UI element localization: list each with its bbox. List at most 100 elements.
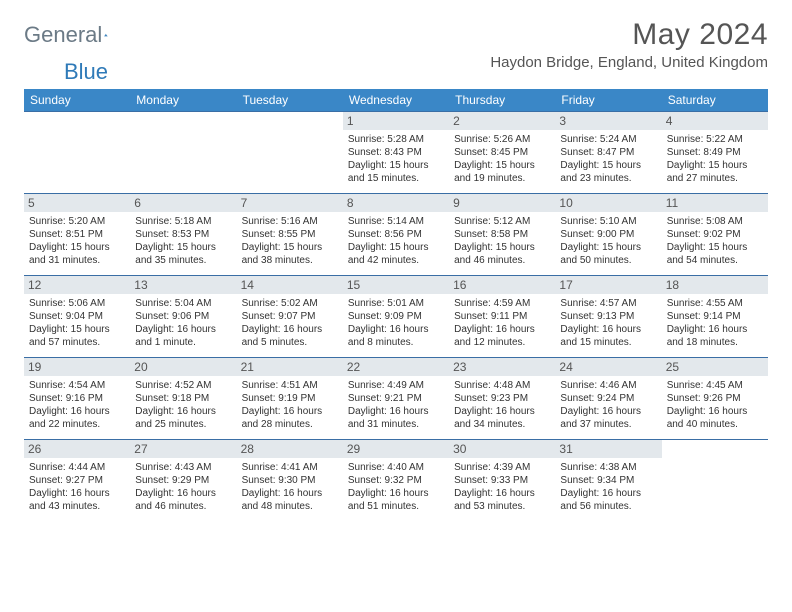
day-details: Sunrise: 5:16 AMSunset: 8:55 PMDaylight:… <box>242 215 338 267</box>
day-number: 3 <box>555 112 661 130</box>
calendar-page: General May 2024 Haydon Bridge, England,… <box>0 0 792 522</box>
day-details: Sunrise: 5:08 AMSunset: 9:02 PMDaylight:… <box>667 215 763 267</box>
calendar-cell: 5 Sunrise: 5:20 AMSunset: 8:51 PMDaylight… <box>24 194 130 276</box>
day-details: Sunrise: 4:38 AMSunset: 9:34 PMDaylight:… <box>560 461 656 513</box>
day-details: Sunrise: 4:52 AMSunset: 9:18 PMDaylight:… <box>135 379 231 431</box>
logo-word2: Blue <box>64 59 108 85</box>
day-number: 20 <box>130 358 236 376</box>
day-details: Sunrise: 5:10 AMSunset: 9:00 PMDaylight:… <box>560 215 656 267</box>
calendar-cell: 30Sunrise: 4:39 AMSunset: 9:33 PMDayligh… <box>449 440 555 522</box>
day-number: 23 <box>449 358 555 376</box>
day-number: 24 <box>555 358 661 376</box>
calendar-cell: 23Sunrise: 4:48 AMSunset: 9:23 PMDayligh… <box>449 358 555 440</box>
calendar-cell: 11 Sunrise: 5:08 AMSunset: 9:02 PMDayligh… <box>662 194 768 276</box>
day-details: Sunrise: 5:22 AMSunset: 8:49 PMDaylight:… <box>667 133 763 185</box>
day-number: 4 <box>662 112 768 130</box>
header-right: May 2024 Haydon Bridge, England, United … <box>490 18 768 71</box>
calendar-cell: 8 Sunrise: 5:14 AMSunset: 8:56 PMDaylight… <box>343 194 449 276</box>
day-details: Sunrise: 4:44 AMSunset: 9:27 PMDaylight:… <box>29 461 125 513</box>
day-details: Sunrise: 5:20 AMSunset: 8:51 PMDaylight:… <box>29 215 125 267</box>
calendar-cell: 10 Sunrise: 5:10 AMSunset: 9:00 PMDayligh… <box>555 194 661 276</box>
calendar-cell: 12Sunrise: 5:06 AMSunset: 9:04 PMDayligh… <box>24 276 130 358</box>
calendar-week: 12Sunrise: 5:06 AMSunset: 9:04 PMDayligh… <box>24 276 768 358</box>
day-number: 14 <box>237 276 343 294</box>
calendar-cell: 17 Sunrise: 4:57 AMSunset: 9:13 PMDayligh… <box>555 276 661 358</box>
day-details: Sunrise: 5:04 AMSunset: 9:06 PMDaylight:… <box>135 297 231 349</box>
day-number: 7 <box>237 194 343 212</box>
day-details: Sunrise: 4:59 AMSunset: 9:11 PMDaylight:… <box>454 297 550 349</box>
calendar-cell: 29 Sunrise: 4:40 AMSunset: 9:32 PMDayligh… <box>343 440 449 522</box>
day-number: 16 <box>449 276 555 294</box>
day-number: 22 <box>343 358 449 376</box>
dow-thursday: Thursday <box>449 89 555 112</box>
day-details: Sunrise: 5:24 AMSunset: 8:47 PMDaylight:… <box>560 133 656 185</box>
calendar-body: 1Sunrise: 5:28 AMSunset: 8:43 PMDaylight… <box>24 112 768 522</box>
day-details: Sunrise: 4:51 AMSunset: 9:19 PMDaylight:… <box>242 379 338 431</box>
dow-friday: Friday <box>555 89 661 112</box>
calendar-cell: 25 Sunrise: 4:45 AMSunset: 9:26 PMDayligh… <box>662 358 768 440</box>
calendar-cell: 26 Sunrise: 4:44 AMSunset: 9:27 PMDayligh… <box>24 440 130 522</box>
day-number: 8 <box>343 194 449 212</box>
day-number: 6 <box>130 194 236 212</box>
day-number: 30 <box>449 440 555 458</box>
calendar-week: 26 Sunrise: 4:44 AMSunset: 9:27 PMDayligh… <box>24 440 768 522</box>
calendar-cell: 7 Sunrise: 5:16 AMSunset: 8:55 PMDaylight… <box>237 194 343 276</box>
day-number: 18 <box>662 276 768 294</box>
calendar-cell <box>237 112 343 194</box>
logo-sail-icon <box>104 26 108 44</box>
calendar-cell: 9Sunrise: 5:12 AMSunset: 8:58 PMDaylight… <box>449 194 555 276</box>
day-number: 21 <box>237 358 343 376</box>
calendar-week: 5 Sunrise: 5:20 AMSunset: 8:51 PMDaylight… <box>24 194 768 276</box>
calendar-cell: 16 Sunrise: 4:59 AMSunset: 9:11 PMDayligh… <box>449 276 555 358</box>
day-number: 13 <box>130 276 236 294</box>
day-details: Sunrise: 4:45 AMSunset: 9:26 PMDaylight:… <box>667 379 763 431</box>
calendar-cell <box>24 112 130 194</box>
calendar-cell: 20 Sunrise: 4:52 AMSunset: 9:18 PMDayligh… <box>130 358 236 440</box>
calendar-cell: 31Sunrise: 4:38 AMSunset: 9:34 PMDayligh… <box>555 440 661 522</box>
day-number: 15 <box>343 276 449 294</box>
day-details: Sunrise: 5:06 AMSunset: 9:04 PMDaylight:… <box>29 297 125 349</box>
day-number: 25 <box>662 358 768 376</box>
dow-header: SundayMondayTuesdayWednesdayThursdayFrid… <box>24 89 768 112</box>
day-details: Sunrise: 5:01 AMSunset: 9:09 PMDaylight:… <box>348 297 444 349</box>
dow-monday: Monday <box>130 89 236 112</box>
day-details: Sunrise: 5:18 AMSunset: 8:53 PMDaylight:… <box>135 215 231 267</box>
calendar-cell: 15 Sunrise: 5:01 AMSunset: 9:09 PMDayligh… <box>343 276 449 358</box>
day-details: Sunrise: 4:46 AMSunset: 9:24 PMDaylight:… <box>560 379 656 431</box>
day-number: 28 <box>237 440 343 458</box>
day-details: Sunrise: 4:57 AMSunset: 9:13 PMDaylight:… <box>560 297 656 349</box>
calendar-cell: 27Sunrise: 4:43 AMSunset: 9:29 PMDayligh… <box>130 440 236 522</box>
month-title: May 2024 <box>490 18 768 52</box>
calendar-cell: 2Sunrise: 5:26 AMSunset: 8:45 PMDaylight… <box>449 112 555 194</box>
day-details: Sunrise: 4:55 AMSunset: 9:14 PMDaylight:… <box>667 297 763 349</box>
calendar-cell: 3 Sunrise: 5:24 AMSunset: 8:47 PMDaylight… <box>555 112 661 194</box>
calendar-cell: 4 Sunrise: 5:22 AMSunset: 8:49 PMDaylight… <box>662 112 768 194</box>
day-number: 11 <box>662 194 768 212</box>
dow-wednesday: Wednesday <box>343 89 449 112</box>
logo: General <box>24 22 128 48</box>
day-number: 26 <box>24 440 130 458</box>
calendar-cell: 28 Sunrise: 4:41 AMSunset: 9:30 PMDayligh… <box>237 440 343 522</box>
calendar-cell: 1Sunrise: 5:28 AMSunset: 8:43 PMDaylight… <box>343 112 449 194</box>
day-details: Sunrise: 4:43 AMSunset: 9:29 PMDaylight:… <box>135 461 231 513</box>
day-number: 1 <box>343 112 449 130</box>
calendar-cell: 14 Sunrise: 5:02 AMSunset: 9:07 PMDayligh… <box>237 276 343 358</box>
day-details: Sunrise: 4:40 AMSunset: 9:32 PMDaylight:… <box>348 461 444 513</box>
calendar-cell: 18 Sunrise: 4:55 AMSunset: 9:14 PMDayligh… <box>662 276 768 358</box>
day-number: 19 <box>24 358 130 376</box>
calendar-week: 1Sunrise: 5:28 AMSunset: 8:43 PMDaylight… <box>24 112 768 194</box>
day-number: 2 <box>449 112 555 130</box>
calendar-cell: 6 Sunrise: 5:18 AMSunset: 8:53 PMDaylight… <box>130 194 236 276</box>
calendar-week: 19Sunrise: 4:54 AMSunset: 9:16 PMDayligh… <box>24 358 768 440</box>
day-details: Sunrise: 5:02 AMSunset: 9:07 PMDaylight:… <box>242 297 338 349</box>
calendar-cell: 22Sunrise: 4:49 AMSunset: 9:21 PMDayligh… <box>343 358 449 440</box>
dow-saturday: Saturday <box>662 89 768 112</box>
day-details: Sunrise: 4:41 AMSunset: 9:30 PMDaylight:… <box>242 461 338 513</box>
day-number: 10 <box>555 194 661 212</box>
day-number: 17 <box>555 276 661 294</box>
day-number: 29 <box>343 440 449 458</box>
day-details: Sunrise: 5:14 AMSunset: 8:56 PMDaylight:… <box>348 215 444 267</box>
calendar-cell: 24 Sunrise: 4:46 AMSunset: 9:24 PMDayligh… <box>555 358 661 440</box>
calendar-cell <box>662 440 768 522</box>
day-number: 5 <box>24 194 130 212</box>
